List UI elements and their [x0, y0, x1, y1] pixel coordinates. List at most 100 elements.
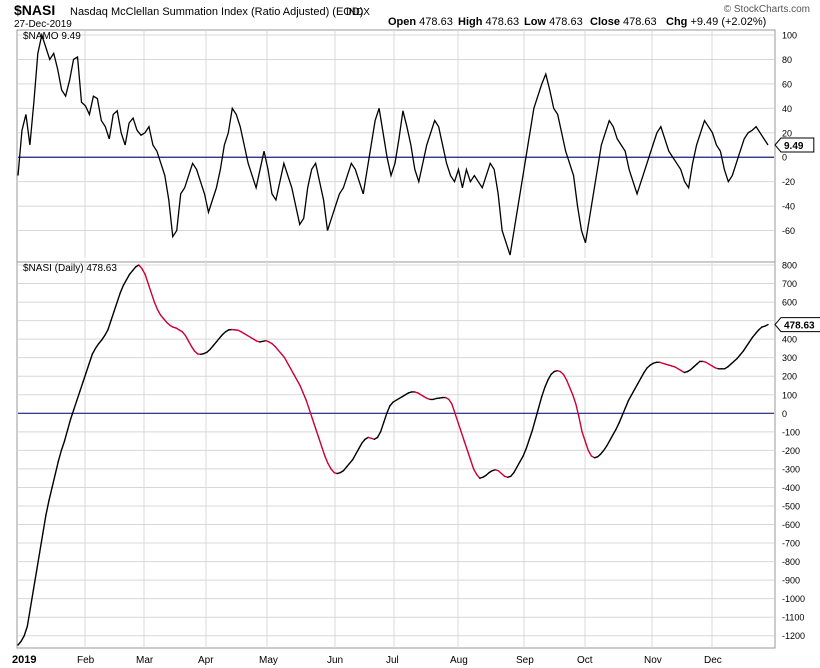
- ohlc-close: Close 478.63: [590, 16, 657, 28]
- month-label: Feb: [77, 655, 95, 666]
- nasi-series-segment: [60, 440, 66, 452]
- nasi-series-segment: [82, 371, 87, 383]
- nasi-series-segment: [38, 533, 44, 554]
- nasi-series-segment: [621, 407, 627, 416]
- nasi-series-segment: [451, 403, 456, 414]
- nasi-series-segment: [525, 438, 531, 450]
- nasi-series-segment: [104, 329, 109, 337]
- nasi-series-segment: [624, 399, 630, 409]
- nasi-series-segment: [534, 407, 540, 420]
- nasi-series-segment: [386, 405, 391, 414]
- nasi-series-segment: [475, 473, 481, 479]
- nasi-series-segment: [184, 334, 190, 342]
- nasi-series-segment: [107, 319, 112, 331]
- ohlc-readout: Open 478.63 High 478.63 Low 478.63 Close 47…: [388, 16, 766, 28]
- nasi-series-segment: [519, 455, 524, 463]
- nasi-series-segment: [754, 329, 760, 335]
- namo-last-value-badge: 9.49: [774, 137, 815, 153]
- nasi-series-segment: [113, 301, 118, 313]
- namo-legend: $NAMO 9.49: [23, 31, 81, 42]
- nasi-series-segment: [751, 332, 757, 338]
- nasi-series-segment: [29, 588, 35, 609]
- nasi-series-segment: [159, 314, 165, 320]
- nasi-series-segment: [209, 344, 214, 351]
- nasi-series-segment: [35, 551, 41, 572]
- nasi-series-segment: [513, 466, 518, 474]
- nasi-series-segment: [528, 429, 534, 440]
- month-label: Apr: [198, 655, 214, 666]
- nasi-series-segment: [637, 377, 642, 385]
- nasi-series-segment: [85, 362, 90, 374]
- nasi-series-segment: [348, 458, 354, 465]
- namo-y-tick-label: 80: [782, 55, 792, 65]
- nasi-series-segment: [578, 416, 583, 433]
- nasi-series-segment: [379, 421, 385, 433]
- nasi-series-segment: [141, 268, 146, 275]
- nasi-series-segment: [290, 368, 295, 376]
- nasi-series-segment: [463, 440, 469, 452]
- nasi-series-segment: [358, 442, 363, 450]
- month-label: Dec: [704, 655, 722, 666]
- nasi-y-tick-label: -300: [782, 464, 800, 474]
- nasi-series-segment: [466, 449, 472, 461]
- month-label: 2019: [12, 654, 36, 666]
- chart-date: 27-Dec-2019: [14, 19, 72, 30]
- nasi-series-segment: [317, 436, 323, 448]
- nasi-series-segment: [69, 408, 75, 420]
- nasi-series-segment: [79, 381, 84, 392]
- nasi-y-tick-label: -100: [782, 427, 800, 437]
- nasi-series-segment: [627, 394, 633, 402]
- nasi-series-segment: [736, 354, 741, 360]
- nasi-series-segment: [32, 570, 38, 591]
- month-label: Sep: [516, 655, 534, 666]
- nasi-series-segment: [277, 349, 283, 355]
- nasi-series-segment: [581, 431, 586, 442]
- namo-y-tick-label: 60: [782, 79, 792, 89]
- nasi-series-segment: [23, 625, 28, 637]
- nasi-series-segment: [541, 386, 546, 398]
- nasi-y-tick-label: -1000: [782, 594, 805, 604]
- nasi-series-segment: [20, 635, 25, 642]
- nasi-series-segment: [116, 292, 121, 303]
- namo-y-tick-label: -20: [782, 177, 795, 187]
- nasi-series-segment: [764, 323, 769, 327]
- nasi-series-segment: [88, 353, 94, 364]
- month-label: Jul: [386, 655, 399, 666]
- nasi-series-segment: [308, 408, 314, 420]
- month-label: Aug: [450, 655, 468, 666]
- nasi-series-segment: [128, 269, 134, 275]
- nasi-series-segment: [76, 390, 81, 402]
- nasi-y-tick-label: -1100: [782, 613, 804, 623]
- nasi-series-segment: [584, 440, 589, 452]
- nasi-y-tick-label: 400: [782, 335, 797, 345]
- nasi-series-segment: [131, 266, 137, 272]
- nasi-series-segment: [565, 379, 571, 389]
- nasi-series-segment: [568, 386, 574, 396]
- nasi-series-segment: [45, 499, 50, 516]
- nasi-series-segment: [615, 421, 620, 430]
- nasi-series-segment: [302, 392, 307, 402]
- symbol-title: $NASI: [14, 2, 55, 18]
- nasi-series-segment: [293, 373, 298, 381]
- nasi-series-segment: [345, 462, 351, 468]
- nasi-series-segment: [138, 264, 143, 270]
- nasi-series-segment: [745, 341, 751, 348]
- nasi-series-segment: [352, 453, 357, 461]
- nasi-series-segment: [97, 339, 103, 345]
- namo-y-tick-label: -40: [782, 202, 795, 212]
- nasi-series-segment: [448, 398, 453, 405]
- nasi-series-segment: [147, 282, 152, 294]
- watermark: © StockCharts.com: [724, 4, 810, 15]
- nasi-series-segment: [274, 345, 280, 351]
- month-label: Jun: [327, 655, 343, 666]
- nasi-series-segment: [572, 394, 577, 405]
- ohlc-chg: Chg +9.49 (+2.02%): [666, 16, 766, 28]
- namo-y-tick-label: 40: [782, 104, 792, 114]
- svg-text:9.49: 9.49: [784, 141, 804, 152]
- nasi-series-segment: [26, 607, 32, 628]
- svg-text:478.63: 478.63: [784, 321, 815, 332]
- nasi-series-segment: [122, 279, 128, 287]
- nasi-series-segment: [321, 445, 326, 457]
- nasi-series-segment: [562, 373, 568, 381]
- namo-y-tick-label: 20: [782, 128, 792, 138]
